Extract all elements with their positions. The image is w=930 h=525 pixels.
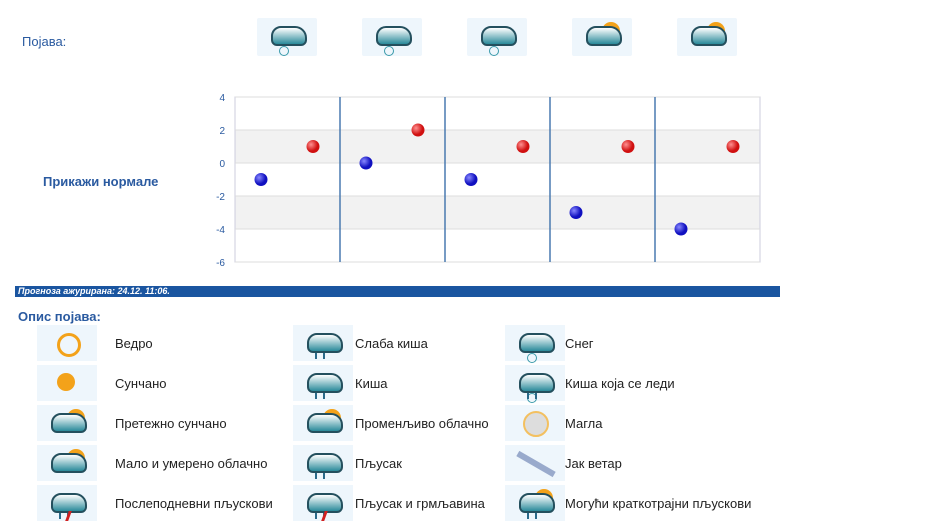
snow-icon <box>505 325 565 363</box>
max-temp-point <box>306 140 320 153</box>
legend-label: Послеподневни пљускови <box>115 496 273 511</box>
min-temp-point <box>569 206 583 219</box>
snow-icon <box>362 18 422 56</box>
legend-label: Пљусак и грмљавина <box>355 496 485 511</box>
grid-band <box>235 196 760 229</box>
y-tick-label: 0 <box>219 159 225 170</box>
min-temp-point <box>359 156 373 170</box>
mostly-sunny-icon <box>37 405 97 441</box>
legend-label: Ведро <box>115 336 153 351</box>
legend-label: Променљиво облачно <box>355 416 489 431</box>
variable-cloudy-icon <box>572 18 632 56</box>
min-temp-point <box>464 173 478 186</box>
min-temp-point <box>254 173 268 186</box>
y-tick-label: -2 <box>216 192 225 203</box>
y-tick-label: -4 <box>216 225 225 236</box>
max-temp-point <box>621 140 635 153</box>
legend-label: Пљусак <box>355 456 402 471</box>
legend-label: Снег <box>565 336 594 351</box>
sunny-icon <box>37 365 97 401</box>
legend-label: Киша <box>355 376 388 391</box>
show-normals-link[interactable]: Прикажи нормале <box>43 174 159 189</box>
min-temp-point <box>674 222 688 236</box>
fog-icon <box>505 405 565 441</box>
variable-cloudy-icon <box>677 18 737 56</box>
legend-label: Магла <box>565 416 603 431</box>
legend-title: Опис појава: <box>18 309 101 324</box>
legend-label: Слаба киша <box>355 336 428 351</box>
freezing-rain-icon <box>505 365 565 403</box>
max-temp-point <box>411 123 425 137</box>
phenomena-label: Појава: <box>22 34 67 49</box>
max-temp-point <box>726 140 740 153</box>
forecast-updated: Прогноза ажурирана: 24.12. 11:06. <box>15 286 780 297</box>
variable-cloudy-icon <box>293 405 353 441</box>
rain-icon <box>293 365 353 401</box>
y-tick-label: 2 <box>219 126 225 137</box>
plot-border <box>234 96 761 263</box>
strong-wind-icon <box>505 445 565 481</box>
max-temp-point <box>516 140 530 153</box>
temperature-chart: 4 2 0 -2 -4 -6 <box>216 93 761 269</box>
legend-label: Сунчано <box>115 376 167 391</box>
grid-band <box>235 130 760 163</box>
light-rain-icon <box>293 325 353 361</box>
legend-label: Киша која се леди <box>565 376 675 391</box>
snow-icon <box>467 18 527 56</box>
y-tick-label: 4 <box>219 93 225 104</box>
shower-icon <box>293 445 353 481</box>
y-tick-label: -6 <box>216 258 225 269</box>
afternoon-showers-icon <box>37 485 97 521</box>
snow-icon <box>257 18 317 56</box>
clear-icon <box>37 325 97 361</box>
legend-label: Претежно сунчано <box>115 416 227 431</box>
legend-label: Мало и умерено облачно <box>115 456 268 471</box>
possible-showers-icon <box>505 485 565 521</box>
legend-label: Јак ветар <box>565 456 622 471</box>
legend-label: Могући краткотрајни пљускови <box>565 496 752 511</box>
partly-cloudy-icon <box>37 445 97 481</box>
thunderstorm-icon <box>293 485 353 521</box>
